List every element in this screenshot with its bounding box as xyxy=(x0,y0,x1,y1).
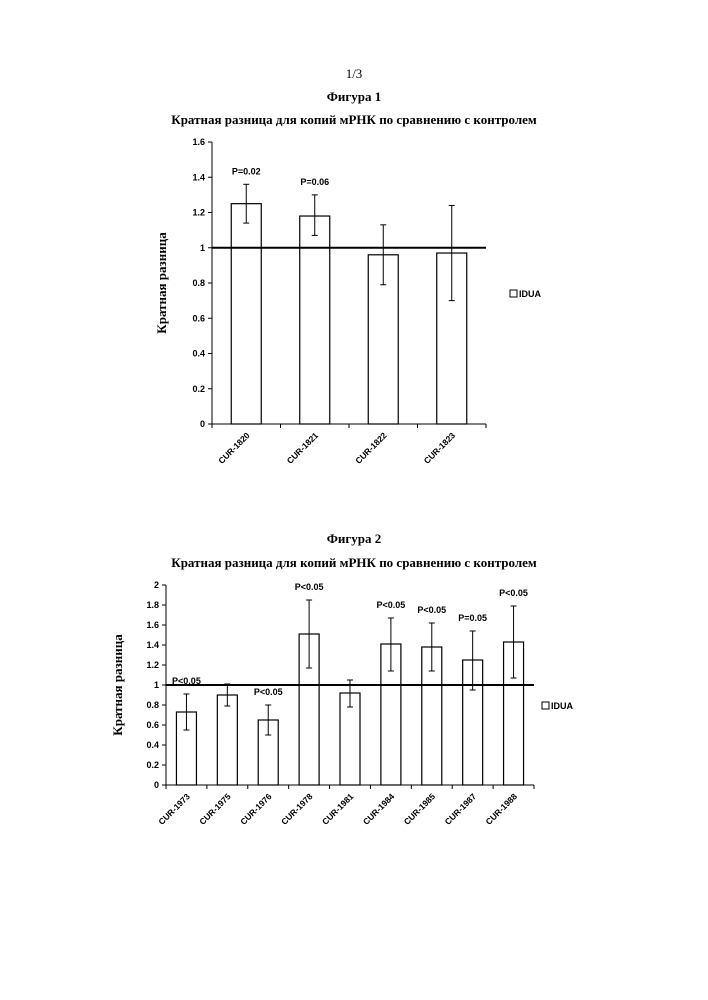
category-label: CUR-1985 xyxy=(402,791,438,827)
legend-label: IDUA xyxy=(551,701,573,711)
y-tick-label: 1.6 xyxy=(192,137,205,147)
y-tick-label: 0.6 xyxy=(192,313,205,323)
figure-2-chart: 0 0.2 0.4 0.6 0.8 1 1.2 1.4 1.6 1.8 2 P<0.05 CUR-197… xyxy=(110,580,573,827)
figure-1-label: Фигура 1 xyxy=(326,89,382,104)
y-tick-label: 0.4 xyxy=(192,349,205,359)
page-number: 1/3 xyxy=(345,66,363,81)
y-tick-label: 0.8 xyxy=(146,700,159,710)
p-value-annotation: P<0.05 xyxy=(417,605,446,615)
y-tick-label: 1.4 xyxy=(146,640,159,650)
p-value-annotation: P=0.05 xyxy=(458,613,487,623)
category-label: CUR-1984 xyxy=(361,791,397,827)
y-tick-label: 1.8 xyxy=(146,600,159,610)
category-label: CUR-1823 xyxy=(422,430,458,466)
category-label: CUR-1973 xyxy=(156,791,192,827)
y-tick-label: 0 xyxy=(200,419,205,429)
y-tick-label: 2 xyxy=(154,580,159,590)
figure-1-chart: 0 0.2 0.4 0.6 0.8 1 1.2 1.4 1.6 P=0.02 CUR-1820 P=0… xyxy=(154,137,541,466)
y-axis-title: Кратная разница xyxy=(154,232,169,334)
legend-swatch xyxy=(541,701,550,710)
category-label: CUR-1820 xyxy=(216,430,252,466)
category-label: CUR-1821 xyxy=(285,430,321,466)
category-label: CUR-1978 xyxy=(279,791,315,827)
y-tick-label: 1.6 xyxy=(146,620,159,630)
category-label: CUR-1987 xyxy=(443,791,479,827)
figure-2-title: Кратная разница для копий мРНК по сравне… xyxy=(171,555,537,570)
p-value-annotation: P=0.02 xyxy=(232,166,261,176)
legend-label: IDUA xyxy=(519,289,541,299)
y-tick-label: 0.2 xyxy=(146,760,159,770)
p-value-annotation: P<0.05 xyxy=(499,588,528,598)
y-tick-label: 0.4 xyxy=(146,740,159,750)
y-tick-label: 1 xyxy=(154,680,159,690)
bar xyxy=(230,203,262,425)
category-label: CUR-1981 xyxy=(320,791,356,827)
y-tick-label: 0.2 xyxy=(192,384,205,394)
y-tick-label: 1.2 xyxy=(192,208,205,218)
p-value-annotation: P=0.06 xyxy=(300,177,329,187)
p-value-annotation: P<0.05 xyxy=(295,582,324,592)
y-tick-label: 0.6 xyxy=(146,720,159,730)
legend-swatch xyxy=(509,289,518,298)
category-label: CUR-1822 xyxy=(353,430,389,466)
y-tick-label: 1.4 xyxy=(192,172,205,182)
y-tick-label: 1.2 xyxy=(146,660,159,670)
category-label: CUR-1976 xyxy=(238,791,274,827)
bar xyxy=(216,694,238,786)
category-label: CUR-1975 xyxy=(197,791,233,827)
p-value-annotation: P<0.05 xyxy=(254,687,283,697)
p-value-annotation: P<0.05 xyxy=(172,676,201,686)
y-tick-label: 0 xyxy=(154,780,159,790)
figure-2-label: Фигура 2 xyxy=(326,531,382,546)
y-axis-title: Кратная разница xyxy=(110,634,125,736)
y-tick-label: 1 xyxy=(200,243,205,253)
p-value-annotation: P<0.05 xyxy=(376,600,405,610)
category-label: CUR-1988 xyxy=(484,791,520,827)
figure-1-title: Кратная разница для копий мРНК по сравне… xyxy=(171,112,537,127)
y-tick-label: 0.8 xyxy=(192,278,205,288)
